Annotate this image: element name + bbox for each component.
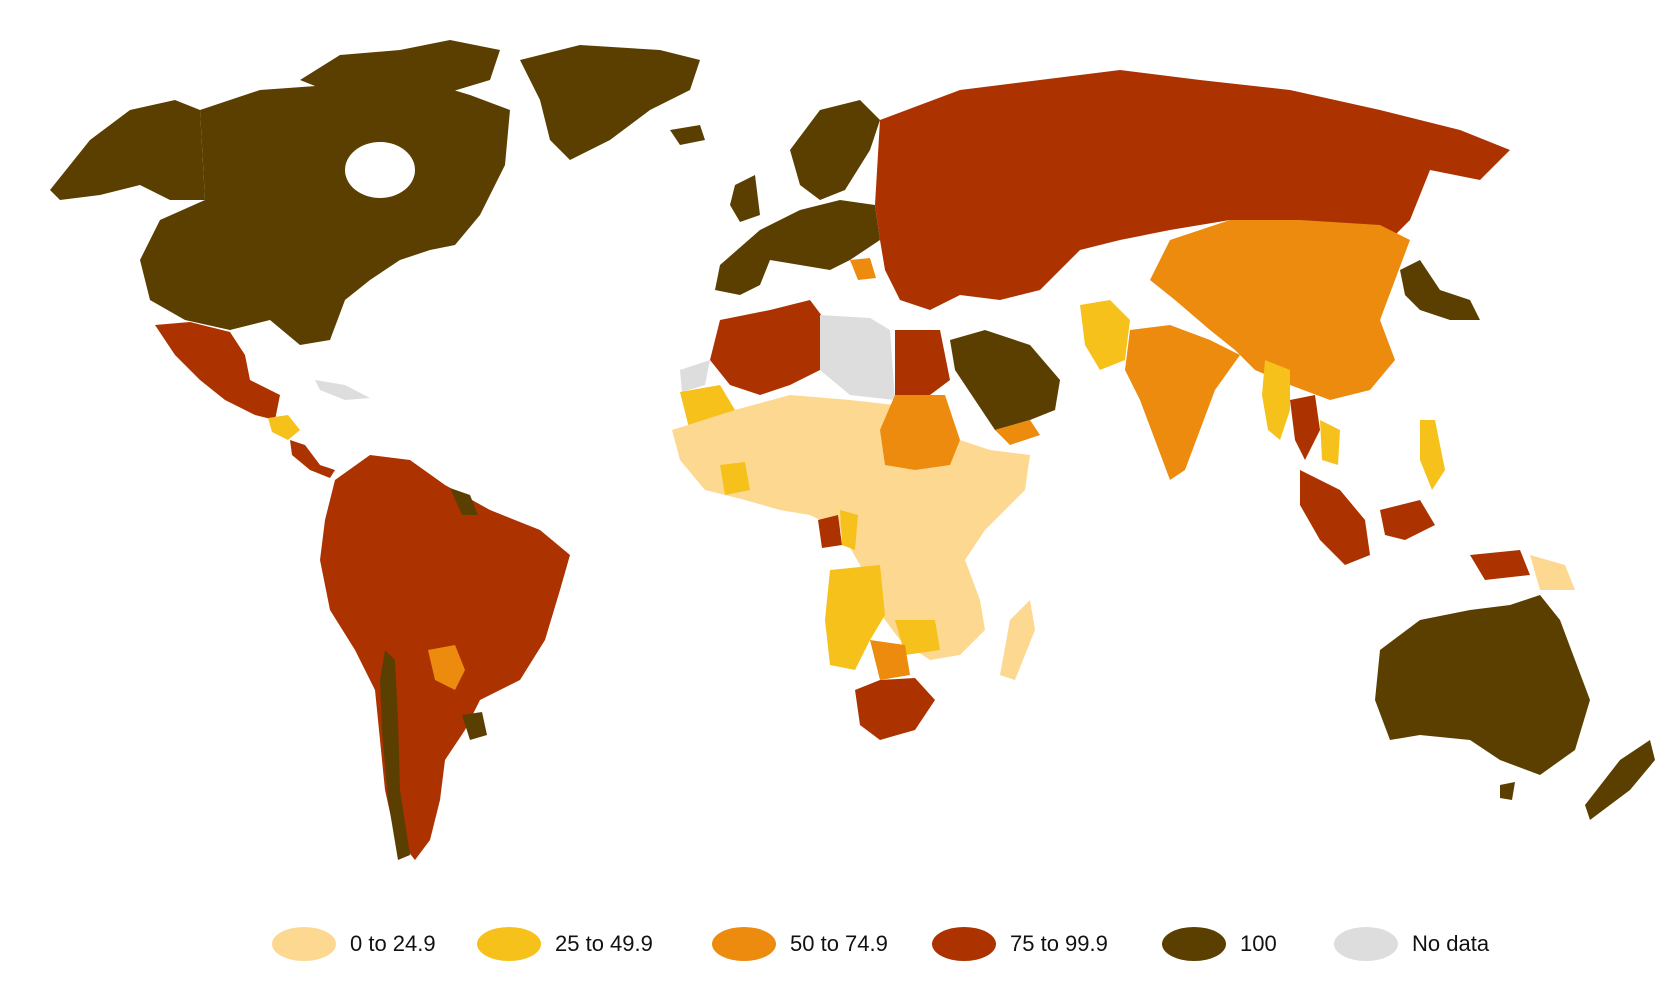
region-canadian-islands xyxy=(300,40,500,95)
legend-item-3: 75 to 99.9 xyxy=(932,924,1108,964)
region-arabia xyxy=(950,330,1060,430)
region-madagascar xyxy=(1000,600,1035,680)
region-india xyxy=(1125,325,1240,480)
region-thailand xyxy=(1290,395,1320,460)
region-britain xyxy=(730,175,760,222)
legend-swatch-4 xyxy=(1162,927,1226,961)
region-central-america-a xyxy=(268,415,300,440)
region-yemen xyxy=(995,420,1040,445)
region-indonesia-b xyxy=(1380,500,1435,540)
legend-label-3: 75 to 99.9 xyxy=(1010,931,1108,956)
world-choropleth-map xyxy=(50,40,1655,860)
region-libya xyxy=(820,315,895,400)
legend-label-2: 50 to 74.9 xyxy=(790,931,888,956)
region-western-sahara xyxy=(680,360,710,392)
region-central-asia xyxy=(1080,300,1130,370)
region-canada-usa xyxy=(140,75,510,345)
region-angola xyxy=(825,565,885,670)
region-botswana xyxy=(870,640,910,680)
region-indonesia-c xyxy=(1470,550,1530,580)
region-china xyxy=(1150,220,1410,400)
region-russia xyxy=(875,70,1510,310)
region-north-africa xyxy=(710,300,825,395)
region-central-america-b xyxy=(290,440,335,478)
legend-label-0: 0 to 24.9 xyxy=(350,931,436,956)
region-ivory-coast xyxy=(720,462,750,495)
region-south-africa xyxy=(855,678,935,740)
legend-swatch-3 xyxy=(932,927,996,961)
legend-item-0: 0 to 24.9 xyxy=(272,924,436,964)
region-scandinavia xyxy=(790,100,880,200)
region-balkans xyxy=(850,258,876,280)
legend-item-5: No data xyxy=(1334,924,1489,964)
region-uruguay xyxy=(462,712,487,740)
region-philippines xyxy=(1420,420,1445,490)
map-legend: 0 to 24.9 25 to 49.9 50 to 74.9 75 to 99… xyxy=(0,924,1671,984)
legend-swatch-0 xyxy=(272,927,336,961)
region-alaska xyxy=(50,100,205,200)
region-vietnam xyxy=(1320,420,1340,465)
region-iceland xyxy=(670,125,705,145)
region-zambia xyxy=(895,620,940,655)
region-indonesia-a xyxy=(1300,470,1370,565)
legend-label-4: 100 xyxy=(1240,931,1277,956)
region-australia xyxy=(1375,595,1590,775)
region-cuba xyxy=(315,380,370,400)
region-tasmania xyxy=(1500,782,1515,800)
region-gabon xyxy=(818,515,842,548)
legend-swatch-1 xyxy=(477,927,541,961)
region-paraguay xyxy=(428,645,465,690)
region-western-europe xyxy=(715,200,880,295)
region-myanmar xyxy=(1262,360,1290,440)
region-papua-new-guinea xyxy=(1530,555,1575,590)
region-congo xyxy=(840,510,858,550)
legend-label-1: 25 to 49.9 xyxy=(555,931,653,956)
legend-swatch-5 xyxy=(1334,927,1398,961)
region-sudan xyxy=(880,395,960,470)
region-hudson-bay xyxy=(345,142,415,198)
region-korea-japan xyxy=(1400,260,1480,320)
region-guianas xyxy=(450,488,478,515)
legend-label-5: No data xyxy=(1412,931,1490,956)
region-chile xyxy=(380,650,410,860)
legend-item-4: 100 xyxy=(1162,924,1277,964)
region-egypt xyxy=(895,330,950,395)
legend-swatch-2 xyxy=(712,927,776,961)
region-mexico xyxy=(155,322,280,420)
legend-item-1: 25 to 49.9 xyxy=(477,924,653,964)
legend-item-2: 50 to 74.9 xyxy=(712,924,888,964)
region-new-zealand xyxy=(1585,740,1655,820)
region-greenland xyxy=(520,45,700,160)
